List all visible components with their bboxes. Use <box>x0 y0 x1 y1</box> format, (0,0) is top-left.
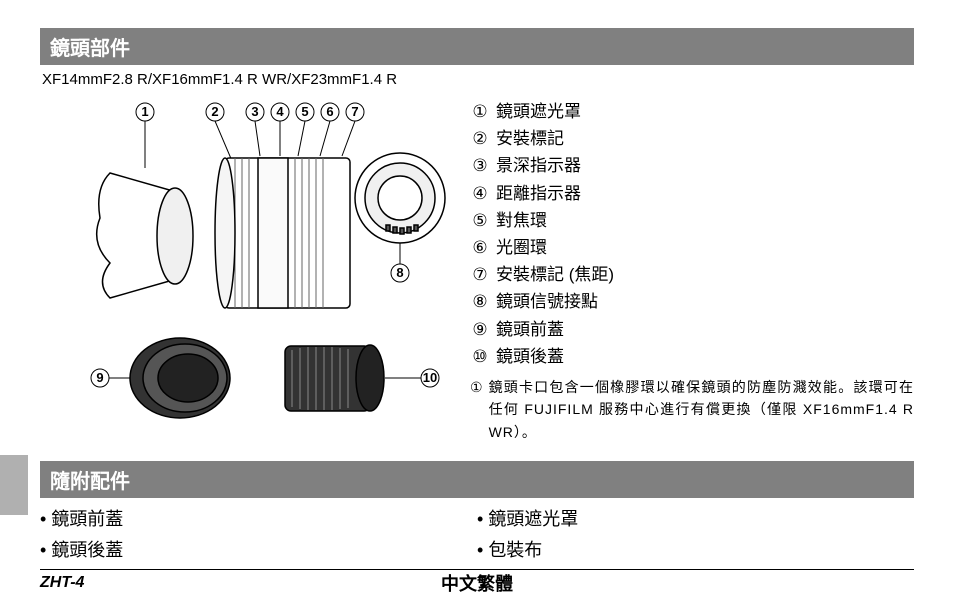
accessory-item: 包裝布 <box>477 535 914 566</box>
callout-1: 1 <box>141 104 148 119</box>
callout-7: 7 <box>351 104 358 119</box>
accessories-list: 鏡頭前蓋 鏡頭後蓋 鏡頭遮光罩 包裝布 <box>40 504 914 565</box>
lens-diagram: 1 2 3 4 5 6 7 <box>40 98 450 443</box>
part-label: 距離指示器 <box>496 180 581 207</box>
accessory-item: 鏡頭遮光罩 <box>477 504 914 535</box>
section-header-accessories: 隨附配件 <box>40 461 914 498</box>
part-label: 安裝標記 (焦距) <box>496 261 614 288</box>
parts-list: ①鏡頭遮光罩 ②安裝標記 ③景深指示器 ④距離指示器 ⑤對焦環 ⑥光圈環 ⑦安裝… <box>470 98 914 443</box>
callout-5: 5 <box>301 104 308 119</box>
part-num: ⑧ <box>470 288 490 315</box>
part-num: ⑥ <box>470 234 490 261</box>
callout-9: 9 <box>96 370 103 385</box>
callout-6: 6 <box>326 104 333 119</box>
part-label: 光圈環 <box>496 234 547 261</box>
part-label: 鏡頭遮光罩 <box>496 98 581 125</box>
part-label: 安裝標記 <box>496 125 564 152</box>
callout-3: 3 <box>251 104 258 119</box>
part-num: ⑩ <box>470 343 490 370</box>
footnote: ① 鏡頭卡口包含一個橡膠環以確保鏡頭的防塵防濺效能。該環可在任何 FUJIFIL… <box>470 376 914 443</box>
callout-8: 8 <box>396 265 403 280</box>
page-number: ZHT-4 <box>40 574 84 592</box>
language-label: 中文繁體 <box>441 570 513 596</box>
part-label: 鏡頭信號接點 <box>496 288 598 315</box>
accessory-item: 鏡頭前蓋 <box>40 504 477 535</box>
part-num: ⑤ <box>470 207 490 234</box>
part-num: ③ <box>470 152 490 179</box>
part-num: ⑦ <box>470 261 490 288</box>
page-footer: ZHT-4 中文繁體 <box>40 569 914 592</box>
callout-2: 2 <box>211 104 218 119</box>
part-num: ④ <box>470 180 490 207</box>
accessory-item: 鏡頭後蓋 <box>40 535 477 566</box>
side-tab <box>0 455 28 515</box>
note-text: 鏡頭卡口包含一個橡膠環以確保鏡頭的防塵防濺效能。該環可在任何 FUJIFILM … <box>489 376 914 443</box>
callout-10: 10 <box>423 370 437 385</box>
part-num: ① <box>470 98 490 125</box>
part-label: 對焦環 <box>496 207 547 234</box>
note-icon: ① <box>470 376 483 443</box>
callout-4: 4 <box>276 104 284 119</box>
model-subtitle: XF14mmF2.8 R/XF16mmF1.4 R WR/XF23mmF1.4 … <box>42 71 914 88</box>
part-num: ⑨ <box>470 316 490 343</box>
part-label: 景深指示器 <box>496 152 581 179</box>
part-label: 鏡頭前蓋 <box>496 316 564 343</box>
part-label: 鏡頭後蓋 <box>496 343 564 370</box>
part-num: ② <box>470 125 490 152</box>
section-header-parts: 鏡頭部件 <box>40 28 914 65</box>
